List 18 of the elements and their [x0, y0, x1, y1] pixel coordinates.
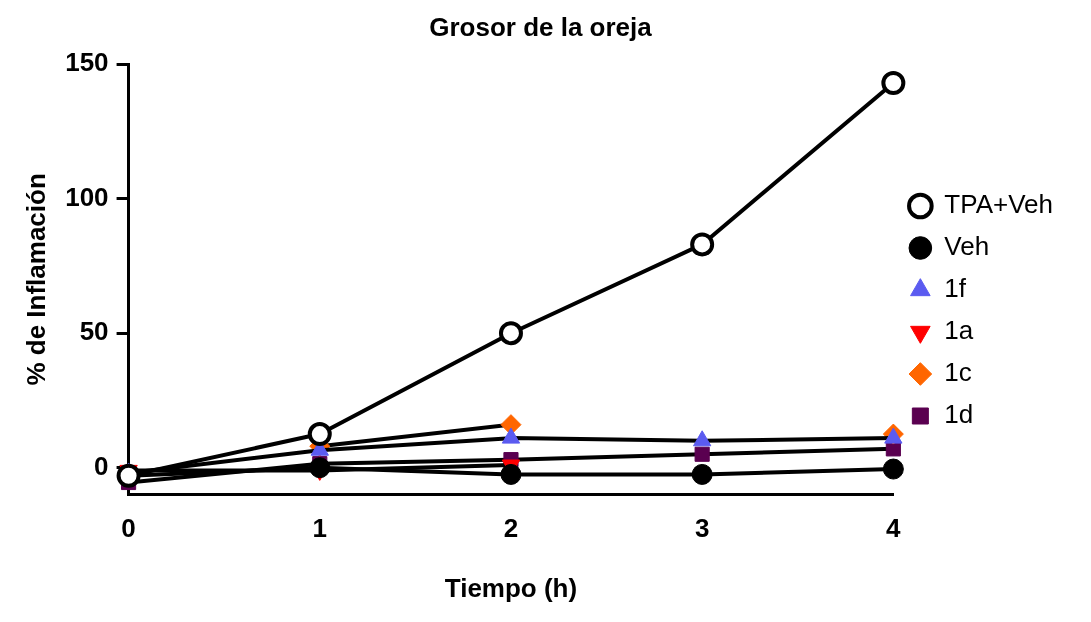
legend-label: TPA+Veh [944, 189, 1054, 220]
y-tick-label: 0 [94, 450, 109, 481]
legend-label: 1d [944, 399, 974, 430]
y-axis-title: % de Inflamación [20, 173, 51, 386]
legend-label: Veh [944, 231, 990, 262]
x-tick-label: 1 [312, 513, 328, 544]
x-axis-title: Tiempo (h) [444, 572, 578, 603]
legend-label: 1a [944, 315, 974, 346]
x-tick-label: 3 [694, 513, 710, 544]
x-tick-label: 0 [121, 513, 136, 544]
y-tick-label: 100 [65, 181, 109, 212]
y-tick-label: 50 [79, 316, 109, 347]
chart-title: Grosor de la oreja [429, 11, 653, 42]
y-tick-label: 150 [65, 47, 109, 78]
legend-label: 1c [944, 357, 972, 388]
x-tick-label: 4 [886, 513, 902, 544]
x-tick-label: 2 [503, 513, 519, 544]
legend-label: 1f [944, 273, 967, 304]
